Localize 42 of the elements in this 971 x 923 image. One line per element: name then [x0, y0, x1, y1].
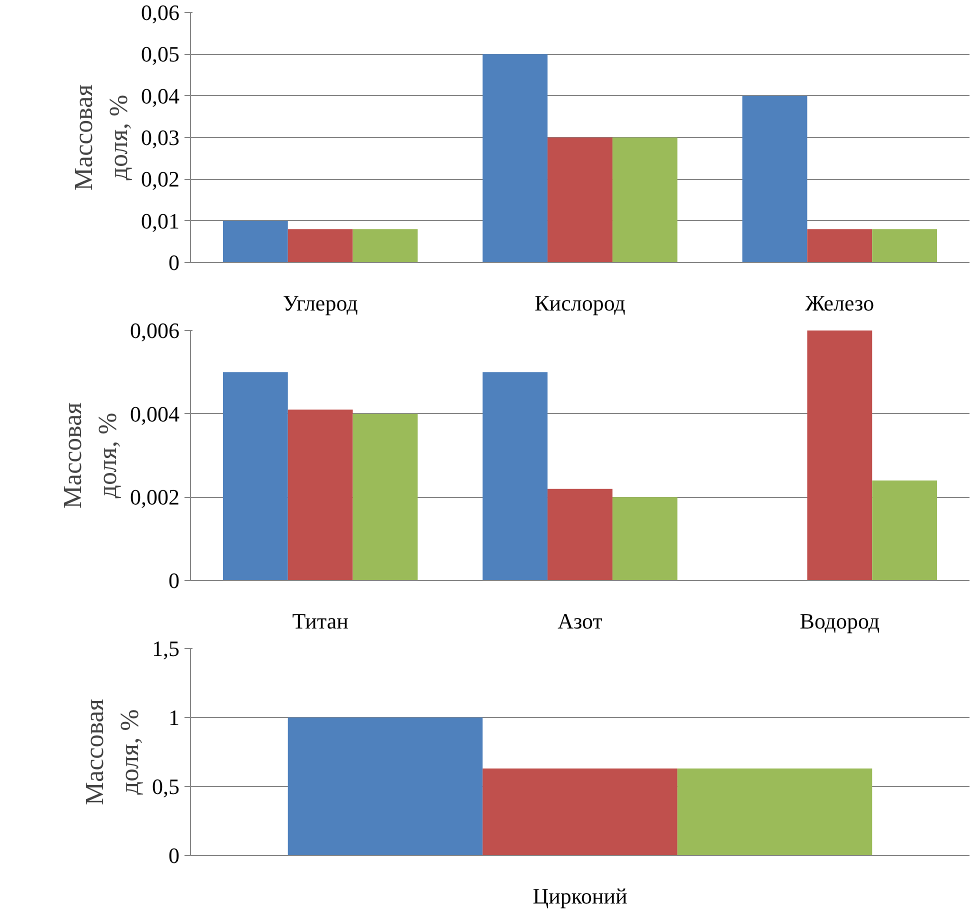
x-tick-label: Углерод [282, 290, 358, 316]
bar [872, 229, 938, 262]
bar [807, 330, 872, 580]
bar [742, 96, 808, 262]
y-tick-label: 0,06 [141, 0, 180, 25]
y-axis-title: Массовая доля, % [80, 698, 144, 806]
bar [482, 372, 548, 580]
bar [288, 229, 353, 262]
bar [288, 410, 353, 580]
y-tick-label: 0 [168, 250, 180, 275]
x-tick-label: Азот [558, 608, 603, 634]
y-tick-label: 0,01 [141, 208, 180, 234]
bar [872, 480, 938, 580]
y-tick-label: 1 [168, 705, 180, 730]
x-tick-label: Титан [292, 608, 349, 634]
bar [807, 229, 872, 262]
bar [612, 497, 678, 580]
bar [482, 54, 548, 262]
y-tick-label: 1,5 [152, 636, 180, 661]
y-tick-label: 0 [168, 843, 180, 868]
y-tick-label: 0,006 [130, 318, 180, 343]
x-tick-label: Водород [800, 608, 880, 634]
bar [548, 488, 612, 580]
bar [222, 372, 288, 580]
y-tick-label: 0,04 [141, 83, 180, 108]
y-tick-label: 0 [168, 568, 180, 593]
y-axis-title: Массовая доля, % [58, 402, 122, 509]
y-tick-label: 0,03 [141, 125, 180, 150]
y-tick-label: 0,02 [141, 166, 180, 192]
bar [352, 414, 418, 580]
y-tick-label: 0,5 [152, 774, 180, 799]
bar [612, 138, 678, 262]
y-axis-title: Массовая доля, % [69, 84, 133, 191]
y-tick-label: 0,002 [130, 484, 180, 510]
bar [352, 229, 418, 262]
x-tick-label: Цирконий [532, 884, 628, 908]
y-tick-label: 0,05 [141, 42, 180, 67]
bar [222, 220, 288, 262]
x-tick-label: Кислород [534, 290, 626, 316]
bar [548, 138, 612, 262]
x-tick-label: Железо [805, 290, 874, 316]
y-tick-label: 0,004 [130, 401, 180, 426]
